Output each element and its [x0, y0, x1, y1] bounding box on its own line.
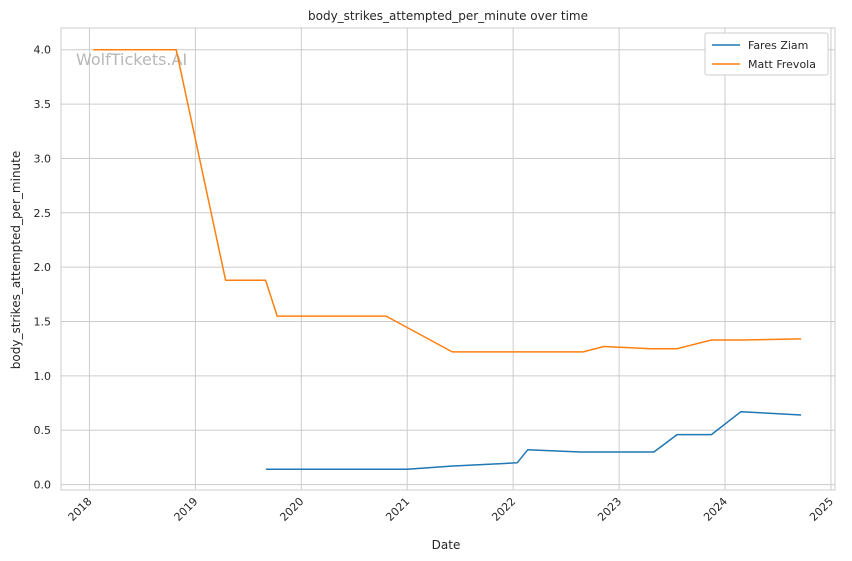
x-tick-label: 2019 [171, 495, 200, 524]
watermark: WolfTickets.AI [76, 50, 187, 69]
y-tick-label: 2.0 [34, 261, 52, 274]
y-tick-label: 4.0 [34, 44, 52, 57]
x-tick-label: 2018 [66, 495, 95, 524]
y-tick-label: 3.0 [34, 152, 52, 165]
series-lines [93, 48, 802, 471]
legend-label-matt-frevola: Matt Frevola [748, 58, 816, 71]
x-tick-label: 2022 [489, 495, 518, 524]
x-tick-label: 2024 [701, 495, 730, 524]
x-axis-title: Date [432, 538, 461, 552]
series-line-matt-frevola [93, 48, 802, 353]
x-tick-label: 2020 [277, 495, 306, 524]
y-tick-label: 0.0 [34, 479, 52, 492]
y-tick-labels: 0.0 0.5 1.0 1.5 2.0 2.5 3.0 3.5 4.0 [34, 44, 52, 492]
x-tick-labels: 2018 2019 2020 2021 2022 2023 2024 2025 [66, 495, 836, 524]
legend: Fares Ziam Matt Frevola [704, 32, 829, 76]
x-tick-label: 2021 [383, 495, 412, 524]
x-tick-label: 2023 [595, 495, 624, 524]
series-line-fares-ziam [265, 410, 802, 471]
y-tick-label: 1.0 [34, 370, 52, 383]
x-tick-label: 2025 [807, 495, 836, 524]
y-tick-label: 0.5 [34, 424, 52, 437]
y-tick-label: 2.5 [34, 207, 52, 220]
chart-title: body_strikes_attempted_per_minute over t… [308, 9, 588, 23]
plot-background [61, 28, 835, 490]
legend-label-fares-ziam: Fares Ziam [748, 39, 808, 52]
y-axis-title: body_strikes_attempted_per_minute [9, 151, 23, 369]
y-tick-label: 1.5 [34, 316, 52, 329]
gridlines [61, 28, 835, 490]
plot-frame [60, 27, 836, 491]
y-tick-label: 3.5 [34, 98, 52, 111]
